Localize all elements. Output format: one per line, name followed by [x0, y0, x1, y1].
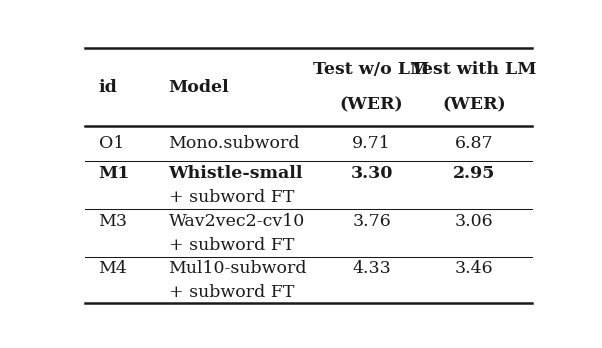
Text: 9.71: 9.71 [352, 135, 391, 152]
Text: Whistle-small: Whistle-small [169, 165, 303, 182]
Text: + subword FT: + subword FT [169, 237, 294, 254]
Text: Model: Model [169, 79, 229, 96]
Text: + subword FT: + subword FT [169, 284, 294, 301]
Text: 3.46: 3.46 [455, 260, 494, 277]
Text: id: id [99, 79, 117, 96]
Text: M1: M1 [99, 165, 130, 182]
Text: 3.30: 3.30 [350, 165, 393, 182]
Text: M4: M4 [99, 260, 128, 277]
Text: Wav2vec2-cv10: Wav2vec2-cv10 [169, 213, 305, 230]
Text: (WER): (WER) [442, 96, 506, 113]
Text: Test w/o LM: Test w/o LM [314, 61, 430, 78]
Text: + subword FT: + subword FT [169, 189, 294, 206]
Text: 4.33: 4.33 [352, 260, 391, 277]
Text: 3.06: 3.06 [455, 213, 494, 230]
Text: Mono.subword: Mono.subword [169, 135, 300, 152]
Text: M3: M3 [99, 213, 128, 230]
Text: 3.76: 3.76 [352, 213, 391, 230]
Text: 6.87: 6.87 [455, 135, 494, 152]
Text: (WER): (WER) [340, 96, 403, 113]
Text: 2.95: 2.95 [453, 165, 495, 182]
Text: Test with LM: Test with LM [411, 61, 537, 78]
Text: O1: O1 [99, 135, 124, 152]
Text: Mul10-subword: Mul10-subword [169, 260, 307, 277]
